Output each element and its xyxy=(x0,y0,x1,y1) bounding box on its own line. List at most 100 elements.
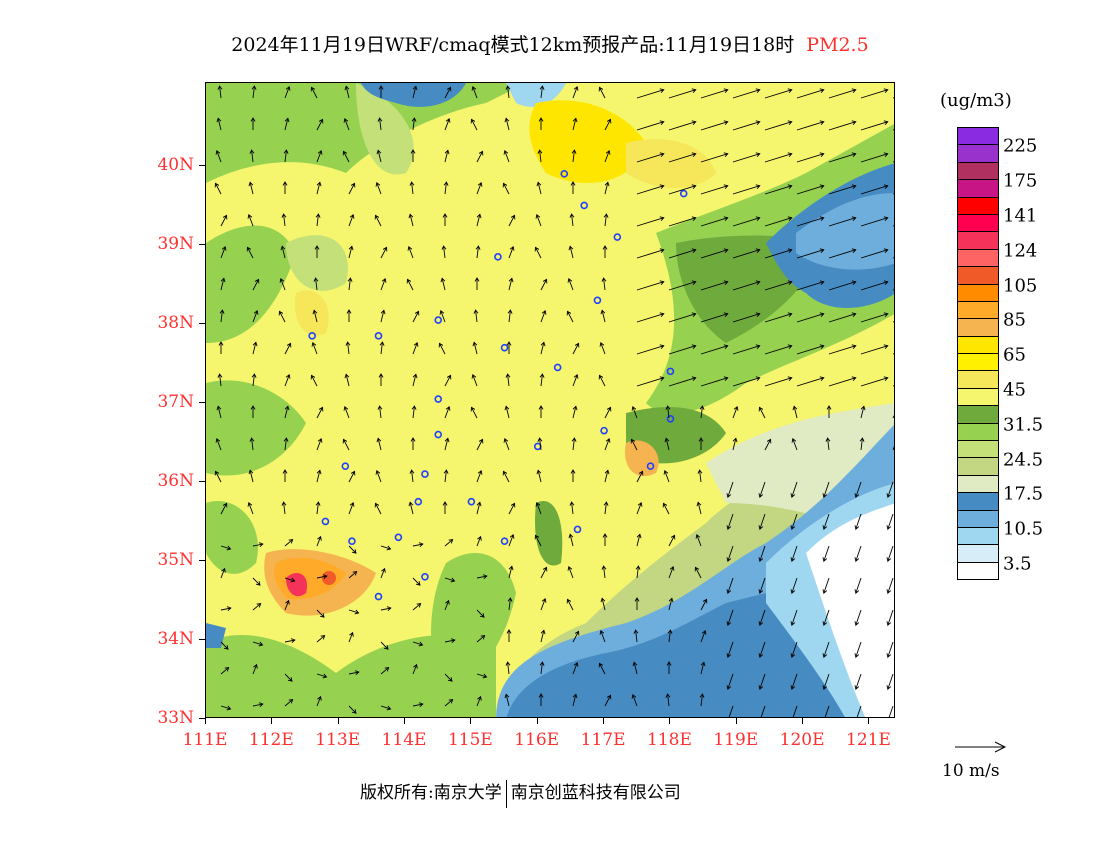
wind-arrow xyxy=(636,216,665,227)
wind-arrow xyxy=(572,85,579,99)
wind-arrow xyxy=(570,469,576,483)
wind-arrow xyxy=(636,88,665,99)
wind-arrow xyxy=(316,535,322,547)
city-marker xyxy=(421,470,429,478)
lon-tick-label: 117E xyxy=(580,730,626,750)
legend-label: 65 xyxy=(1003,344,1026,366)
footer-divider xyxy=(505,779,507,808)
wind-arrow xyxy=(758,545,766,562)
wind-arrow xyxy=(854,513,862,530)
wind-arrow xyxy=(632,661,638,675)
wind-arrow xyxy=(252,641,264,647)
wind-arrow xyxy=(534,534,542,547)
wind-arrow xyxy=(796,376,825,387)
wind-arrow xyxy=(248,181,254,195)
wind-arrow xyxy=(860,152,889,163)
city-marker xyxy=(308,332,316,340)
lat-tick-mark xyxy=(199,164,205,166)
lon-tick-label: 115E xyxy=(447,730,493,750)
legend-swatch xyxy=(958,162,998,181)
legend-label: 175 xyxy=(1003,170,1038,192)
wind-arrow xyxy=(508,533,515,547)
wind-arrow xyxy=(316,406,324,419)
wind-arrow xyxy=(695,533,702,547)
wind-arrow xyxy=(316,695,322,707)
wind-arrow xyxy=(668,248,697,259)
wind-arrow xyxy=(860,405,866,419)
legend-label: 17.5 xyxy=(1003,483,1044,505)
wind-arrow xyxy=(280,245,286,259)
legend-swatch xyxy=(958,458,998,476)
wind-arrow xyxy=(284,638,296,644)
wind-arrow xyxy=(698,437,704,451)
wind-arrow xyxy=(502,470,510,483)
lon-tick-label: 119E xyxy=(713,730,759,750)
wind-arrow xyxy=(664,437,670,451)
wind-arrow xyxy=(476,150,484,163)
wind-arrow xyxy=(217,373,223,387)
wind-arrow xyxy=(568,533,574,547)
legend-label: 10.5 xyxy=(1003,518,1044,540)
wind-arrow xyxy=(599,629,606,643)
wind-arrow xyxy=(572,373,579,387)
wind-arrow xyxy=(342,438,350,451)
lon-tick-label: 118E xyxy=(646,730,692,750)
wind-arrow xyxy=(567,277,574,291)
wind-arrow xyxy=(476,213,482,227)
wind-arrow xyxy=(247,501,254,515)
wind-arrow xyxy=(380,705,392,711)
legend-label: 85 xyxy=(1003,309,1026,331)
wind-arrow xyxy=(599,341,606,355)
wind-arrow xyxy=(252,309,259,323)
wind-arrow xyxy=(828,280,857,291)
footer-credits: 版权所有:南京大学 南京创蓝科技有限公司 xyxy=(360,778,681,808)
wind-arrow xyxy=(379,341,385,355)
wind-arrow xyxy=(505,661,511,675)
wind-arrow xyxy=(668,376,697,387)
wind-arrow xyxy=(375,181,382,195)
city-marker xyxy=(613,233,622,241)
wind-arrow xyxy=(634,597,640,611)
wind-arrow xyxy=(764,438,772,451)
wind-arrow xyxy=(668,184,697,195)
wind-arrow xyxy=(696,501,702,515)
wind-arrow xyxy=(344,85,350,99)
wind-arrow xyxy=(726,481,734,498)
legend-label: 105 xyxy=(1003,275,1038,297)
wind-arrow xyxy=(828,120,857,131)
figure-title: 2024年11月19日WRF/cmaq模式12km预报产品:11月19日18时 P… xyxy=(0,30,1100,57)
wind-arrow xyxy=(572,405,578,419)
city-marker xyxy=(341,462,350,470)
wind-arrow xyxy=(442,501,448,515)
wind-arrow xyxy=(764,344,793,355)
legend-swatch xyxy=(958,180,998,198)
wind-arrow xyxy=(412,373,418,387)
wind-arrow xyxy=(380,309,386,323)
color-legend xyxy=(957,127,999,581)
wind-arrow xyxy=(540,309,547,323)
wind-arrow xyxy=(284,538,294,547)
wind-arrow xyxy=(346,309,352,323)
legend-swatch xyxy=(958,406,998,424)
wind-arrow xyxy=(604,694,612,707)
wind-arrow xyxy=(476,574,488,580)
wind-arrow xyxy=(860,312,889,323)
wind-arrow xyxy=(284,698,294,707)
wind-arrow xyxy=(412,341,419,355)
wind-arrow xyxy=(506,341,512,355)
lat-tick-label: 34N xyxy=(157,628,194,649)
lon-tick-label: 121E xyxy=(846,730,891,750)
wind-arrow xyxy=(566,598,574,611)
wind-arrow xyxy=(700,661,706,675)
wind-arrow xyxy=(412,641,424,647)
wind-arrow xyxy=(310,86,318,99)
wind-arrow xyxy=(822,577,830,594)
wind-arrow xyxy=(220,641,229,650)
wind-arrow xyxy=(694,566,702,579)
wind-arrow xyxy=(726,641,734,658)
wind-arrow xyxy=(505,85,511,99)
legend-label: 24.5 xyxy=(1003,449,1044,471)
wind-arrow xyxy=(220,567,226,579)
lat-tick-mark xyxy=(199,638,205,640)
wind-arrow xyxy=(699,693,705,707)
